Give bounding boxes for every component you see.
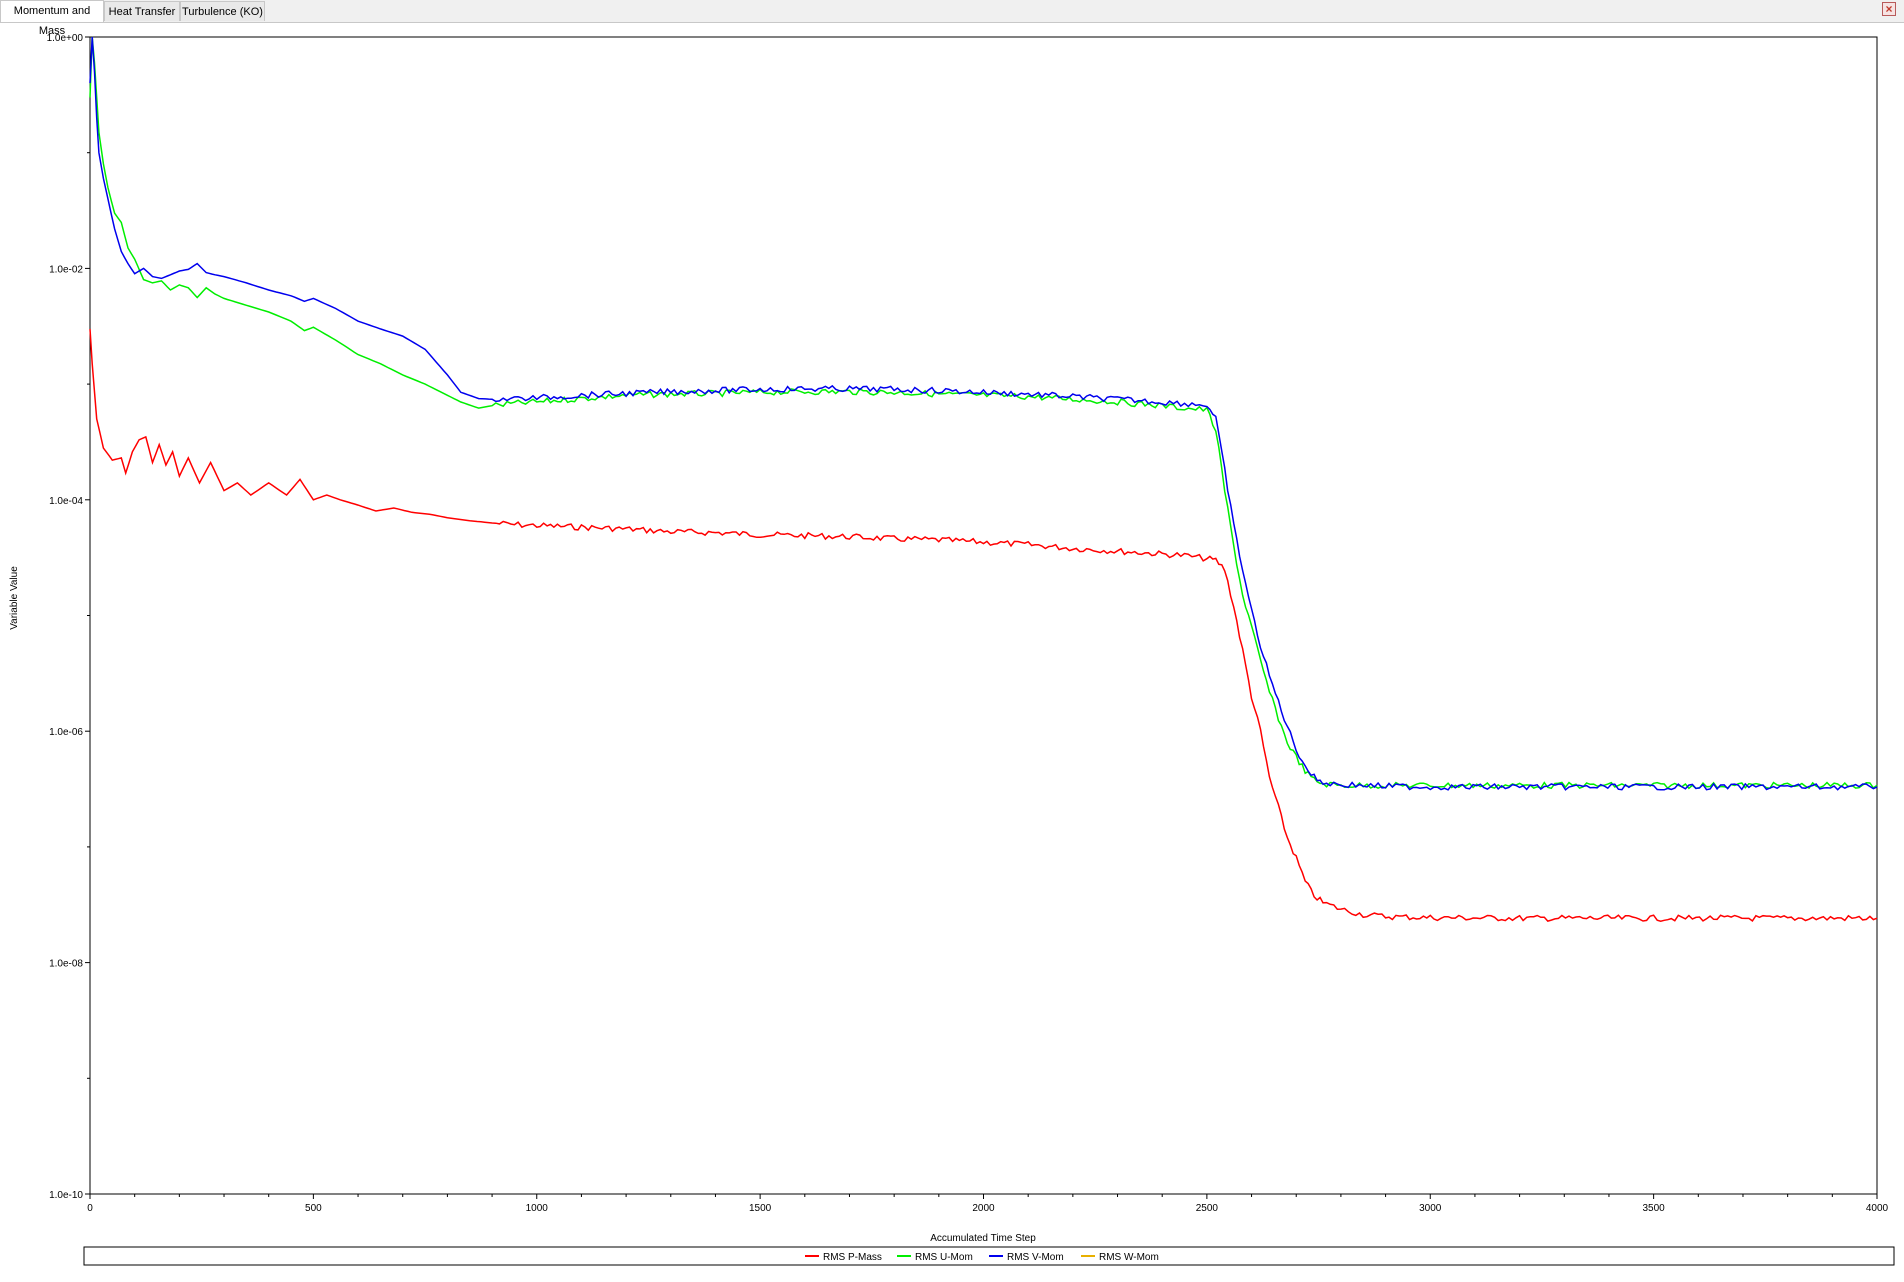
y-tick-label: 1.0e-08	[49, 959, 83, 970]
series-line-rms-p-mass	[89, 328, 1878, 922]
legend: RMS P-Mass RMS U-Mom RMS V-Mom RMS W-Mom	[83, 1246, 1895, 1266]
tab-turbulence-ko[interactable]: Turbulence (KO)	[180, 1, 265, 21]
legend-label: RMS U-Mom	[915, 1252, 973, 1263]
y-tick-label: 1.0e-06	[49, 727, 83, 738]
residual-plot: 0 500 1000 1500 2000 2500 3000 3500 4000 1.0e+00 1…	[9, 33, 1895, 1266]
plot-frame	[89, 36, 1878, 1195]
x-tick-label: 2000	[972, 1203, 995, 1214]
x-tick-label: 0	[87, 1203, 93, 1214]
series-line-rms-u-mom	[89, 36, 1878, 790]
y-tick-label: 1.0e+00	[47, 33, 84, 44]
tab-heat-transfer[interactable]: Heat Transfer	[104, 1, 180, 21]
legend-label: RMS V-Mom	[1007, 1252, 1064, 1263]
monitor-chart: 0 500 1000 1500 2000 2500 3000 3500 4000 1.0e+00 1…	[0, 22, 1904, 1277]
close-icon[interactable]: ×	[1882, 2, 1896, 16]
legend-label: RMS P-Mass	[823, 1252, 882, 1263]
x-tick-label: 3500	[1643, 1203, 1666, 1214]
x-tick-label: 2500	[1196, 1203, 1219, 1214]
tab-bar: Momentum and Mass Heat Transfer Turbulen…	[0, 0, 1904, 37]
x-tick-label: 1500	[749, 1203, 772, 1214]
series-line-rms-v-mom	[89, 36, 1878, 791]
legend-label: RMS W-Mom	[1099, 1252, 1159, 1263]
tab-momentum-and-mass[interactable]: Momentum and Mass	[0, 0, 104, 37]
y-tick-label: 1.0e-02	[49, 264, 83, 275]
x-tick-label: 1000	[526, 1203, 549, 1214]
x-tick-label: 3000	[1419, 1203, 1442, 1214]
axes: 0 500 1000 1500 2000 2500 3000 3500 4000 1.0e+00 1…	[47, 33, 1889, 1214]
y-tick-label: 1.0e-04	[49, 496, 83, 507]
x-tick-label: 500	[305, 1203, 322, 1214]
x-tick-label: 4000	[1866, 1203, 1889, 1214]
y-tick-label: 1.0e-10	[49, 1190, 83, 1201]
series-lines	[89, 36, 1878, 922]
x-axis-label: Accumulated Time Step	[930, 1233, 1036, 1244]
y-axis-label: Variable Value	[9, 566, 20, 630]
